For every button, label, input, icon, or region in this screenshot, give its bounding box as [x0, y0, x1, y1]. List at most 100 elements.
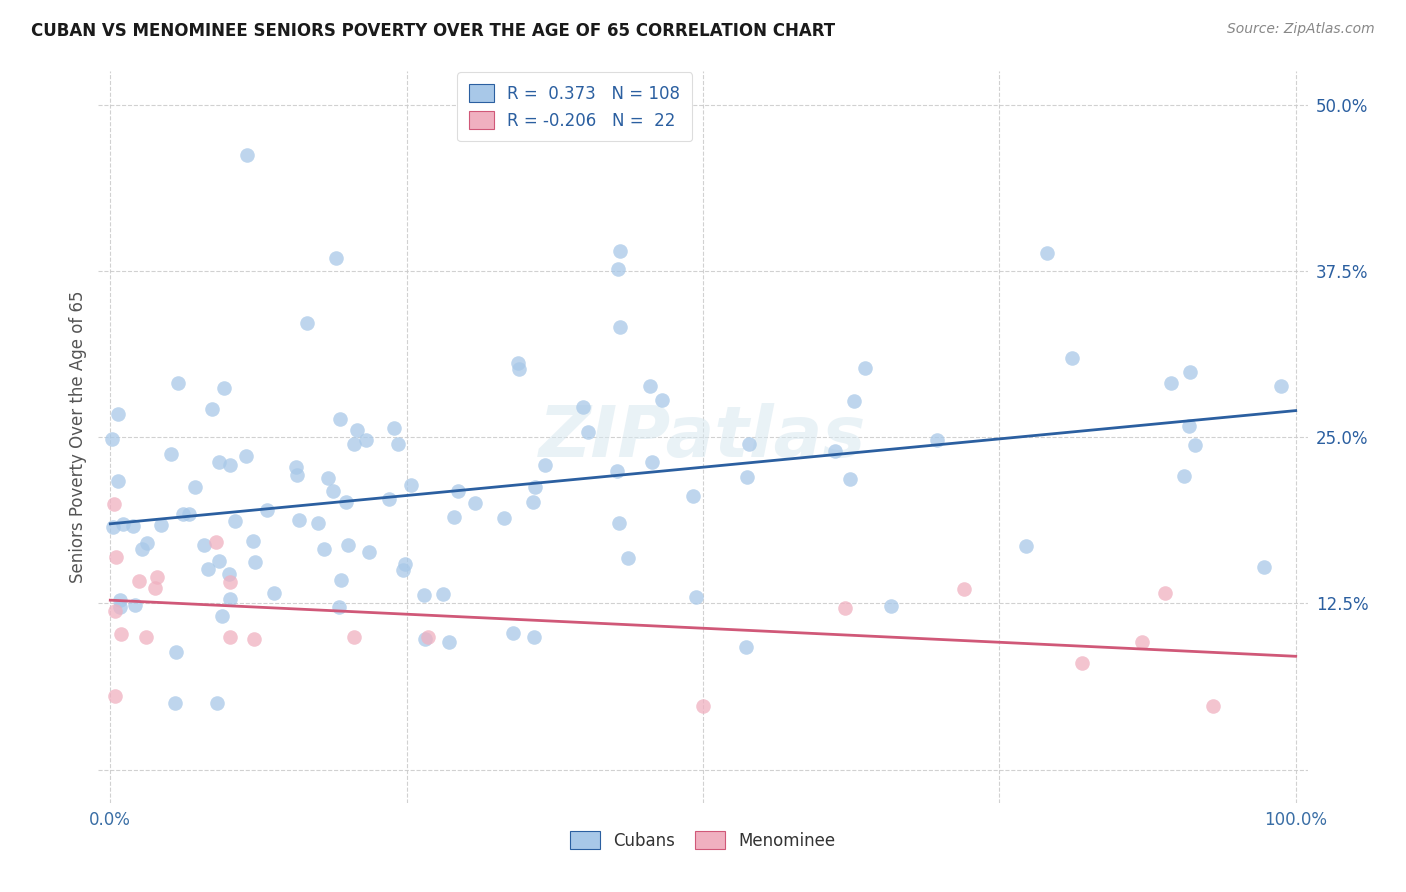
Point	[824, 443, 846, 458]
Point	[193, 538, 215, 552]
Point	[394, 557, 416, 571]
Point	[842, 394, 865, 409]
Point	[165, 645, 187, 659]
Text: CUBAN VS MENOMINEE SENIORS POVERTY OVER THE AGE OF 65 CORRELATION CHART: CUBAN VS MENOMINEE SENIORS POVERTY OVER …	[31, 22, 835, 40]
Point	[346, 423, 368, 437]
Point	[1184, 438, 1206, 452]
Point	[160, 447, 183, 461]
Point	[224, 514, 246, 528]
Point	[640, 379, 662, 393]
Point	[104, 604, 127, 618]
Point	[197, 562, 219, 576]
Point	[413, 588, 436, 602]
Point	[682, 489, 704, 503]
Point	[107, 474, 129, 488]
Point	[1202, 698, 1225, 713]
Point	[1173, 468, 1195, 483]
Point	[104, 549, 127, 564]
Point	[387, 437, 409, 451]
Point	[101, 519, 124, 533]
Point	[316, 471, 339, 485]
Point	[609, 320, 631, 334]
Point	[853, 360, 876, 375]
Point	[111, 517, 134, 532]
Point	[378, 492, 401, 507]
Point	[288, 513, 311, 527]
Point	[284, 459, 307, 474]
Point	[1180, 365, 1202, 379]
Point	[235, 148, 257, 162]
Point	[524, 480, 547, 494]
Point	[211, 608, 233, 623]
Point	[1270, 379, 1292, 393]
Point	[576, 425, 599, 440]
Point	[136, 535, 159, 549]
Point	[1071, 656, 1094, 670]
Point	[207, 696, 229, 710]
Point	[925, 434, 948, 448]
Point	[337, 537, 360, 551]
Point	[641, 454, 664, 468]
Point	[1036, 246, 1059, 260]
Point	[107, 407, 129, 421]
Point	[737, 470, 759, 484]
Point	[506, 356, 529, 370]
Point	[1178, 418, 1201, 433]
Point	[952, 582, 974, 597]
Point	[166, 376, 188, 390]
Point	[399, 477, 422, 491]
Point	[418, 630, 440, 644]
Point	[443, 510, 465, 524]
Point	[391, 563, 413, 577]
Text: ZIPatlas: ZIPatlas	[540, 402, 866, 472]
Point	[508, 362, 530, 376]
Point	[523, 630, 546, 644]
Point	[263, 586, 285, 600]
Point	[103, 497, 125, 511]
Point	[184, 480, 207, 494]
Point	[149, 518, 172, 533]
Point	[616, 551, 638, 566]
Point	[354, 434, 377, 448]
Point	[1253, 559, 1275, 574]
Point	[143, 581, 166, 595]
Point	[124, 598, 146, 612]
Point	[502, 625, 524, 640]
Point	[606, 464, 628, 478]
Point	[329, 412, 352, 426]
Point	[738, 436, 761, 450]
Point	[651, 392, 673, 407]
Point	[201, 402, 224, 417]
Point	[447, 484, 470, 499]
Y-axis label: Seniors Poverty Over the Age of 65: Seniors Poverty Over the Age of 65	[69, 291, 87, 583]
Point	[219, 592, 242, 607]
Point	[177, 507, 200, 521]
Point	[243, 632, 266, 646]
Point	[256, 502, 278, 516]
Point	[243, 556, 266, 570]
Point	[464, 496, 486, 510]
Point	[108, 592, 131, 607]
Point	[1015, 539, 1038, 553]
Point	[572, 400, 595, 414]
Point	[1060, 351, 1083, 365]
Point	[172, 507, 194, 521]
Point	[343, 437, 366, 451]
Point	[312, 542, 335, 557]
Point	[494, 511, 516, 525]
Point	[880, 599, 903, 613]
Point	[208, 554, 231, 568]
Point	[325, 251, 347, 265]
Text: Source: ZipAtlas.com: Source: ZipAtlas.com	[1227, 22, 1375, 37]
Point	[208, 455, 231, 469]
Point	[609, 244, 631, 258]
Point	[100, 433, 122, 447]
Point	[218, 566, 240, 581]
Point	[432, 587, 454, 601]
Point	[335, 495, 357, 509]
Point	[128, 574, 150, 589]
Point	[1154, 586, 1177, 600]
Point	[838, 472, 860, 486]
Point	[146, 570, 169, 584]
Point	[110, 627, 132, 641]
